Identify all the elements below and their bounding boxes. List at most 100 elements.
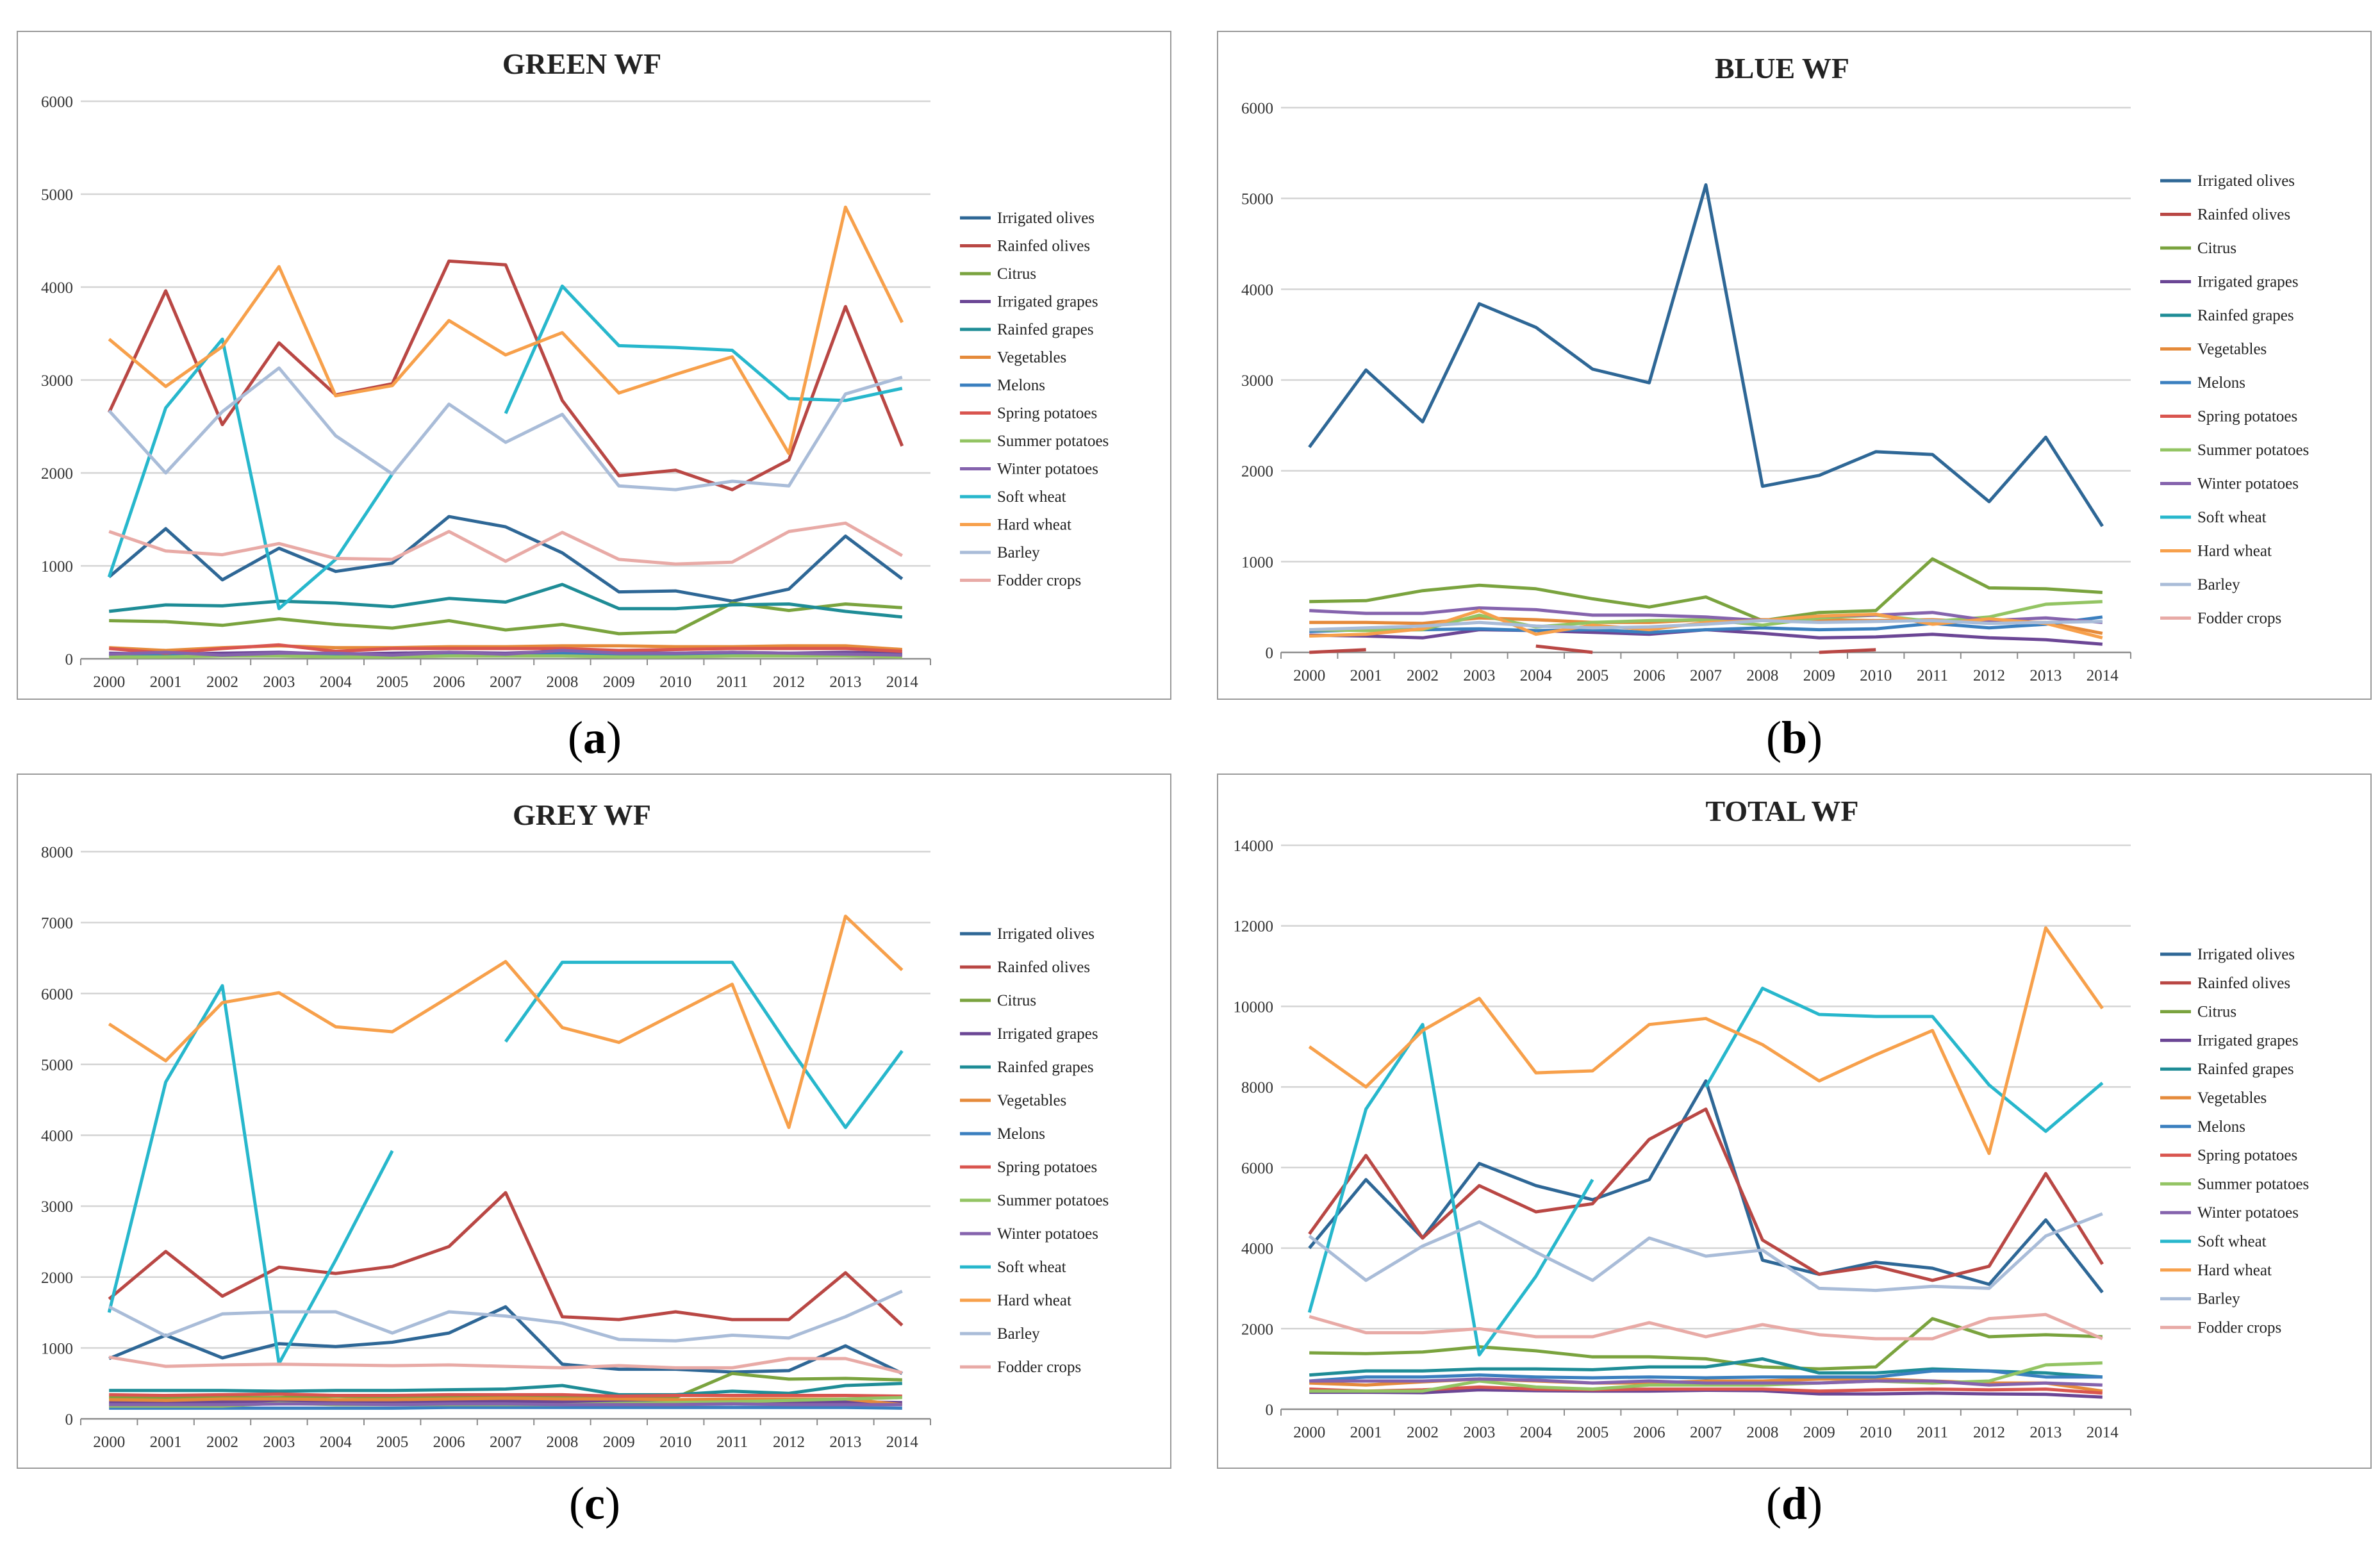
x-tick-label: 2000 — [93, 1434, 125, 1451]
y-tick-label: 0 — [65, 1411, 74, 1428]
series-line-hard-wheat — [1308, 926, 2104, 1155]
panel-c: GREY WF 0 1000 2000 3000 4000 5000 6000 7000 8000… — [0, 774, 1190, 1547]
legend-label-summer-potatoes: Summer potatoes — [2197, 442, 2309, 459]
legend-label-irrigated-olives: Irrigated olives — [2197, 172, 2295, 190]
y-tick-label: 4000 — [41, 279, 73, 297]
chart-frame-c: GREY WF 0 1000 2000 3000 4000 5000 6000 7000 8000… — [17, 774, 1171, 1469]
legend-label-rainfed-grapes: Rainfed grapes — [2197, 307, 2294, 324]
y-tick-label: 1000 — [41, 558, 73, 575]
series-line-rainfed-olives — [1309, 644, 1876, 654]
x-tick-label: 2012 — [773, 1434, 805, 1451]
legend-label-summer-potatoes: Summer potatoes — [997, 1192, 1109, 1209]
y-tick-label: 5000 — [1241, 191, 1273, 208]
y-tick-label: 0 — [65, 651, 74, 668]
series-line-soft-wheat — [1307, 986, 2104, 1357]
y-tick-label: 6000 — [1241, 1160, 1273, 1177]
series-line-irrigated-olives — [108, 1305, 903, 1375]
caption-c-open: ( — [569, 1478, 585, 1529]
x-tick-label: 2003 — [263, 1434, 295, 1451]
legend-label-spring-potatoes: Spring potatoes — [2197, 1147, 2297, 1164]
caption-b-close: ) — [1807, 712, 1822, 763]
legend-label-soft-wheat: Soft wheat — [2197, 1233, 2267, 1250]
legend-label-winter-potatoes: Winter potatoes — [997, 461, 1098, 478]
series-line-rainfed-grapes — [1309, 1357, 2103, 1379]
legend-label-soft-wheat: Soft wheat — [997, 1259, 1066, 1276]
y-tick-label: 6000 — [41, 986, 73, 1003]
caption-d: (d) — [1666, 1477, 1922, 1530]
legend-label-hard-wheat: Hard wheat — [997, 517, 1071, 534]
x-tick-label: 2012 — [773, 674, 805, 691]
legend-label-hard-wheat: Hard wheat — [2197, 543, 2272, 560]
chart-frame-d: TOTAL WF 0 2000 4000 6000 8000 10000 12000 14000… — [1217, 774, 2372, 1469]
series-line-barley — [108, 366, 903, 492]
x-tick-label: 2007 — [1690, 1424, 1722, 1441]
series-line-rainfed-olives — [108, 1191, 904, 1327]
chart-blue-wf: BLUE WF 0 1000 2000 3000 4000 5000 6000 2000 2001… — [1241, 52, 2309, 684]
series-line-citrus — [1309, 1317, 2103, 1371]
series-line-winter-potatoes — [1309, 606, 2103, 624]
legend-label-melons: Melons — [997, 1125, 1045, 1143]
x-tick-label: 2014 — [2087, 1424, 2119, 1441]
caption-c-letter: c — [584, 1478, 605, 1529]
x-tick-label: 2006 — [433, 1434, 465, 1451]
legend-label-rainfed-olives: Rainfed olives — [997, 238, 1090, 255]
series-line-spring-potatoes — [109, 1392, 902, 1398]
y-tick-label: 2000 — [41, 465, 73, 483]
legend-label-hard-wheat: Hard wheat — [997, 1292, 1071, 1309]
x-tick-label: 2000 — [93, 674, 125, 691]
legend-label-soft-wheat: Soft wheat — [2197, 509, 2267, 526]
caption-a-open: ( — [568, 712, 583, 763]
series-line-barley — [108, 1289, 903, 1343]
series-line-winter-potatoes — [1309, 1377, 2103, 1387]
x-tick-label: 2006 — [1633, 667, 1665, 684]
y-tick-label: 3000 — [41, 372, 73, 390]
series-line-spring-potatoes — [108, 643, 902, 655]
legend-label-barley: Barley — [2197, 576, 2240, 593]
legend-label-irrigated-grapes: Irrigated grapes — [2197, 274, 2299, 291]
panel-d: TOTAL WF 0 2000 4000 6000 8000 10000 12000 14000… — [1190, 774, 2380, 1547]
x-tick-label: 2011 — [1917, 1424, 1948, 1441]
caption-b: (b) — [1666, 711, 1922, 765]
y-tick-label: 7000 — [41, 915, 73, 932]
x-tick-label: 2005 — [1576, 1424, 1608, 1441]
chart-title: TOTAL WF — [1705, 795, 1858, 827]
x-tick-label: 2001 — [150, 1434, 182, 1451]
legend-label-citrus: Citrus — [2197, 240, 2236, 257]
legend-label-rainfed-olives: Rainfed olives — [2197, 975, 2290, 992]
panel-b: BLUE WF 0 1000 2000 3000 4000 5000 6000 2000 2001… — [1190, 0, 2380, 774]
y-tick-label: 3000 — [41, 1198, 73, 1216]
x-tick-label: 2009 — [1803, 667, 1835, 684]
legend-label-irrigated-grapes: Irrigated grapes — [997, 1025, 1098, 1043]
x-tick-label: 2002 — [206, 1434, 238, 1451]
y-tick-label: 4000 — [1241, 1241, 1273, 1258]
series-line-melons — [1309, 615, 2103, 634]
legend-label-barley: Barley — [997, 544, 1040, 561]
x-tick-label: 2014 — [886, 674, 919, 691]
legend-label-winter-potatoes: Winter potatoes — [997, 1225, 1098, 1243]
x-tick-label: 2010 — [659, 1434, 691, 1451]
series-line-irrigated-grapes — [1309, 628, 2103, 646]
x-tick-label: 2003 — [263, 674, 295, 691]
x-tick-label: 2008 — [546, 674, 578, 691]
series-line-rainfed-grapes — [108, 583, 903, 619]
legend-label-irrigated-olives: Irrigated olives — [2197, 946, 2295, 963]
x-tick-label: 2013 — [829, 1434, 861, 1451]
x-tick-label: 2014 — [2087, 667, 2119, 684]
series-line-winter-potatoes — [109, 1402, 902, 1407]
series-line-hard-wheat — [108, 914, 904, 1129]
x-tick-label: 2005 — [376, 674, 408, 691]
legend-label-hard-wheat: Hard wheat — [2197, 1262, 2272, 1279]
legend-label-soft-wheat: Soft wheat — [997, 488, 1066, 506]
chart-title: BLUE WF — [1715, 52, 1849, 85]
y-tick-label: 6000 — [41, 94, 73, 111]
x-tick-label: 2005 — [376, 1434, 408, 1451]
series-line-citrus — [109, 601, 902, 636]
x-tick-label: 2007 — [490, 1434, 522, 1451]
legend-label-summer-potatoes: Summer potatoes — [2197, 1175, 2309, 1193]
chart-grey-wf: GREY WF 0 1000 2000 3000 4000 5000 6000 7000 8000… — [41, 798, 1109, 1451]
legend-label-fodder-crops: Fodder crops — [997, 1359, 1081, 1376]
y-tick-label: 10000 — [1234, 998, 1274, 1016]
caption-c: (c) — [467, 1477, 723, 1530]
x-tick-label: 2001 — [150, 674, 182, 691]
legend-label-rainfed-grapes: Rainfed grapes — [997, 1059, 1094, 1076]
